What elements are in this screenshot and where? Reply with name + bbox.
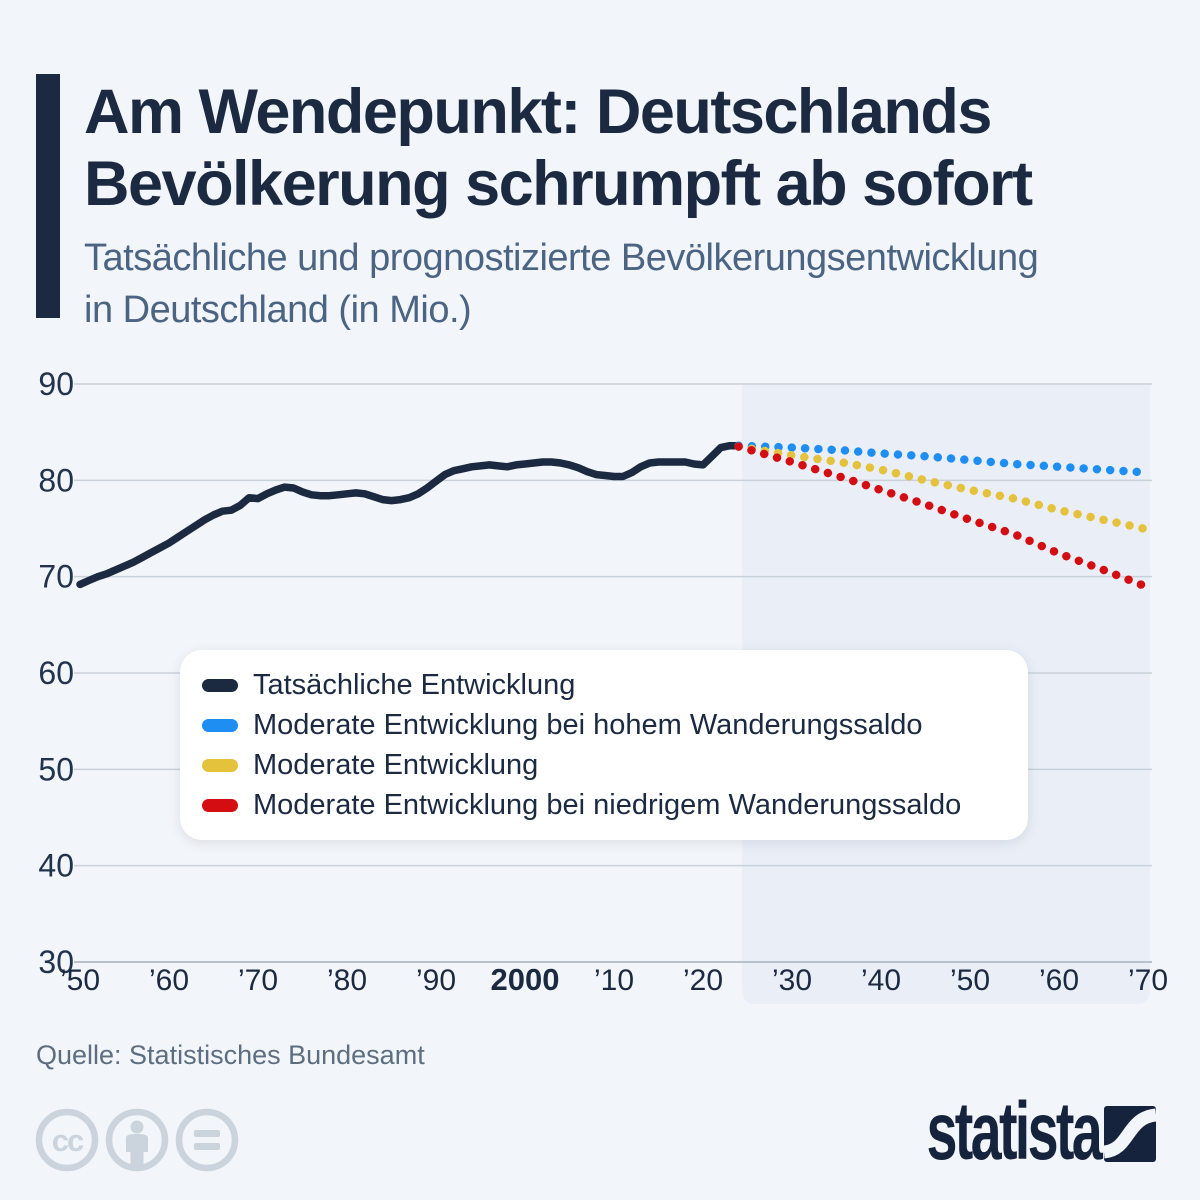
title-line-2: Bevölkerung schrumpft ab sofort bbox=[84, 149, 1033, 219]
x-tick-label-2030: ’30 bbox=[772, 964, 812, 997]
chart-legend: Tatsächliche Entwicklung Moderate Entwick… bbox=[180, 650, 1028, 840]
title-accent-bar bbox=[36, 74, 60, 318]
page-title: Am Wendepunkt: Deutschlands Bevölkerung … bbox=[84, 76, 1184, 220]
svg-text:cc: cc bbox=[52, 1123, 84, 1158]
statista-wordmark: statista bbox=[926, 1086, 1103, 1177]
y-tick-label-40: 40 bbox=[38, 848, 74, 884]
cc-by-person-icon bbox=[105, 1108, 169, 1172]
x-tick-label-2000: 2000 bbox=[491, 962, 560, 997]
legend-color-pill bbox=[202, 718, 238, 732]
creative-commons-license-icons: cc bbox=[35, 1108, 239, 1172]
legend-color-pill bbox=[202, 758, 238, 772]
legend-color-pill bbox=[202, 798, 238, 812]
title-line-1: Am Wendepunkt: Deutschlands bbox=[84, 77, 992, 147]
x-tick-label-1960: ’60 bbox=[149, 964, 189, 997]
x-tick-label-2020: ’20 bbox=[683, 964, 723, 997]
cc-nd-equals-icon bbox=[175, 1108, 239, 1172]
series-line-moderate bbox=[734, 442, 1153, 534]
x-tick-label-2050: ’50 bbox=[950, 964, 990, 997]
legend-color-pill bbox=[202, 678, 238, 692]
x-tick-label-1970: ’70 bbox=[238, 964, 278, 997]
legend-item-label: Tatsächliche Entwicklung bbox=[253, 668, 576, 701]
legend-item-3: Moderate Entwicklung bei niedrigem Wande… bbox=[202, 785, 1028, 825]
x-tick-label-2060: ’60 bbox=[1039, 964, 1079, 997]
x-tick-label-2070: ’70 bbox=[1128, 964, 1168, 997]
y-tick-label-80: 80 bbox=[38, 462, 74, 498]
legend-item-label: Moderate Entwicklung bbox=[253, 748, 539, 781]
x-tick-label-2010: ’10 bbox=[594, 964, 634, 997]
source-note: Quelle: Statistisches Bundesamt bbox=[36, 1040, 425, 1070]
legend-item-0: Tatsächliche Entwicklung bbox=[202, 665, 1028, 705]
statista-logo-icon bbox=[1104, 1106, 1156, 1162]
subtitle-line-2: in Deutschland (in Mio.) bbox=[84, 289, 472, 331]
page-subtitle: Tatsächliche und prognostizierte Bevölke… bbox=[84, 232, 1174, 336]
y-tick-label-90: 90 bbox=[38, 366, 74, 402]
x-tick-label-2040: ’40 bbox=[861, 964, 901, 997]
x-tick-label-1990: ’90 bbox=[416, 964, 456, 997]
legend-item-label: Moderate Entwicklung bei niedrigem Wande… bbox=[253, 788, 962, 821]
x-tick-label-1980: ’80 bbox=[327, 964, 367, 997]
legend-item-2: Moderate Entwicklung bbox=[202, 745, 1028, 785]
cc-icon: cc bbox=[35, 1108, 99, 1172]
series-line-actual bbox=[76, 441, 743, 589]
legend-item-1: Moderate Entwicklung bei hohem Wanderung… bbox=[202, 705, 1028, 745]
series-line-low-migration bbox=[734, 442, 1153, 592]
legend-item-label: Moderate Entwicklung bei hohem Wanderung… bbox=[253, 708, 923, 741]
subtitle-line-1: Tatsächliche und prognostizierte Bevölke… bbox=[84, 237, 1039, 279]
y-tick-label-70: 70 bbox=[38, 559, 74, 595]
x-tick-label-1950: ’50 bbox=[60, 964, 100, 997]
y-tick-label-50: 50 bbox=[38, 751, 74, 787]
series-line-high-migration bbox=[734, 441, 1153, 477]
y-tick-label-60: 60 bbox=[38, 655, 74, 691]
y-tick-label-30: 30 bbox=[38, 944, 74, 980]
